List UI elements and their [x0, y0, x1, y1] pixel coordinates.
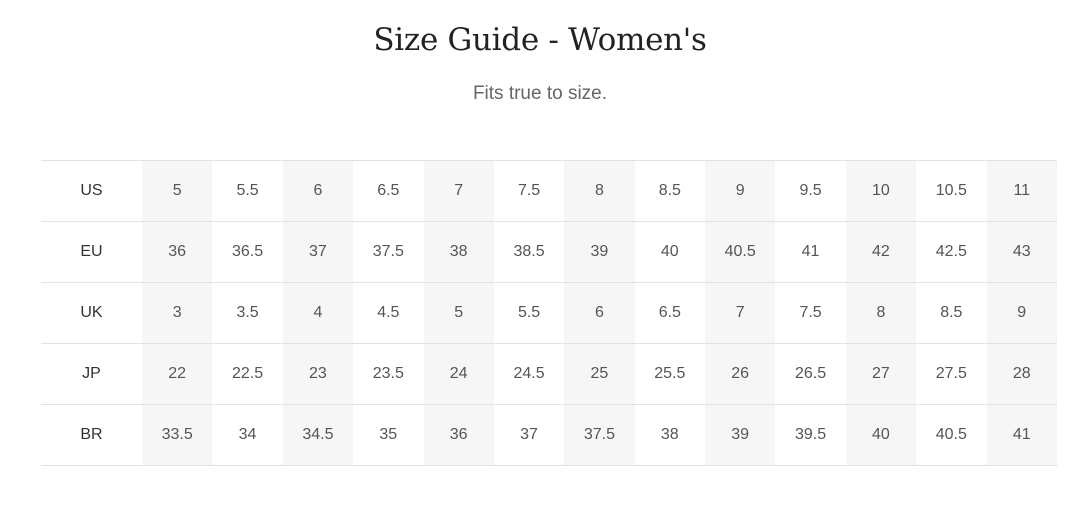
size-cell: 7	[423, 160, 494, 222]
table-row: US 5 5.5 6 6.5 7 7.5 8 8.5 9 9.5 10 10.5 11	[41, 160, 1057, 222]
size-cell: 41	[986, 404, 1057, 466]
size-cell: 6	[564, 282, 635, 344]
size-cell: 34.5	[282, 404, 354, 466]
size-cell: 37.5	[564, 404, 635, 466]
size-cell: 38.5	[493, 221, 565, 283]
size-cell: 40	[845, 404, 917, 466]
size-cell: 37	[493, 404, 565, 466]
size-cell: 5.5	[212, 160, 283, 222]
size-cell: 25.5	[634, 343, 705, 405]
size-cell: 8.5	[916, 282, 987, 344]
table-row: UK 3 3.5 4 4.5 5 5.5 6 6.5 7 7.5 8 8.5 9	[41, 282, 1057, 344]
size-cell: 40.5	[705, 221, 776, 283]
size-cell: 5	[142, 160, 213, 222]
table-row: BR 33.5 34 34.5 35 36 37 37.5 38 39 39.5 40 40.5 41	[41, 404, 1057, 466]
size-cell: 41	[775, 221, 846, 283]
size-cell: 3	[142, 282, 213, 344]
size-cell: 9	[986, 282, 1057, 344]
size-cell: 39	[705, 404, 776, 466]
page-title: Size Guide - Women's	[373, 22, 707, 58]
size-cell: 42	[845, 221, 917, 283]
size-cell: 26.5	[775, 343, 846, 405]
size-cell: 42.5	[916, 221, 987, 283]
size-cell: 37.5	[353, 221, 424, 283]
size-cell: 11	[986, 160, 1057, 222]
size-cell: 27	[845, 343, 917, 405]
size-table: US 5 5.5 6 6.5 7 7.5 8 8.5 9 9.5 10 10.5 11 EU 36 36.5 37…	[41, 160, 1057, 466]
size-cell: 9.5	[775, 160, 846, 222]
fit-note: Fits true to size.	[472, 83, 608, 104]
row-label: US	[41, 160, 142, 222]
table-row: JP 22 22.5 23 23.5 24 24.5 25 25.5 26 26.5 27 27.5 28	[41, 343, 1057, 405]
size-cell: 28	[986, 343, 1057, 405]
size-cell: 10.5	[916, 160, 987, 222]
size-cell: 7.5	[493, 160, 565, 222]
row-label: UK	[41, 282, 142, 344]
size-cell: 5	[423, 282, 494, 344]
size-cell: 8.5	[634, 160, 705, 222]
size-cell: 40	[634, 221, 705, 283]
size-cell: 22.5	[212, 343, 283, 405]
size-cell: 4	[282, 282, 354, 344]
size-cell: 43	[986, 221, 1057, 283]
size-cell: 7	[705, 282, 776, 344]
size-cell: 38	[634, 404, 705, 466]
size-cell: 6.5	[634, 282, 705, 344]
row-label: EU	[41, 221, 142, 283]
size-cell: 36	[423, 404, 494, 466]
size-cell: 36.5	[212, 221, 283, 283]
row-label: BR	[41, 404, 142, 466]
size-cell: 8	[564, 160, 635, 222]
size-cell: 6	[282, 160, 354, 222]
size-cell: 10	[845, 160, 917, 222]
size-cell: 38	[423, 221, 494, 283]
size-cell: 34	[212, 404, 283, 466]
size-cell: 35	[353, 404, 424, 466]
size-cell: 39.5	[775, 404, 846, 466]
size-cell: 24.5	[493, 343, 565, 405]
size-cell: 36	[142, 221, 213, 283]
size-cell: 3.5	[212, 282, 283, 344]
size-cell: 27.5	[916, 343, 987, 405]
table-row: EU 36 36.5 37 37.5 38 38.5 39 40 40.5 41 42 42.5 43	[41, 221, 1057, 283]
size-cell: 23.5	[353, 343, 424, 405]
size-cell: 26	[705, 343, 776, 405]
row-label: JP	[41, 343, 142, 405]
size-cell: 4.5	[353, 282, 424, 344]
size-cell: 33.5	[142, 404, 213, 466]
size-cell: 22	[142, 343, 213, 405]
size-cell: 8	[845, 282, 917, 344]
size-cell: 5.5	[493, 282, 565, 344]
size-cell: 40.5	[916, 404, 987, 466]
size-cell: 6.5	[353, 160, 424, 222]
size-cell: 25	[564, 343, 635, 405]
size-cell: 24	[423, 343, 494, 405]
size-cell: 7.5	[775, 282, 846, 344]
size-cell: 37	[282, 221, 354, 283]
size-cell: 23	[282, 343, 354, 405]
size-cell: 9	[705, 160, 776, 222]
size-cell: 39	[564, 221, 635, 283]
